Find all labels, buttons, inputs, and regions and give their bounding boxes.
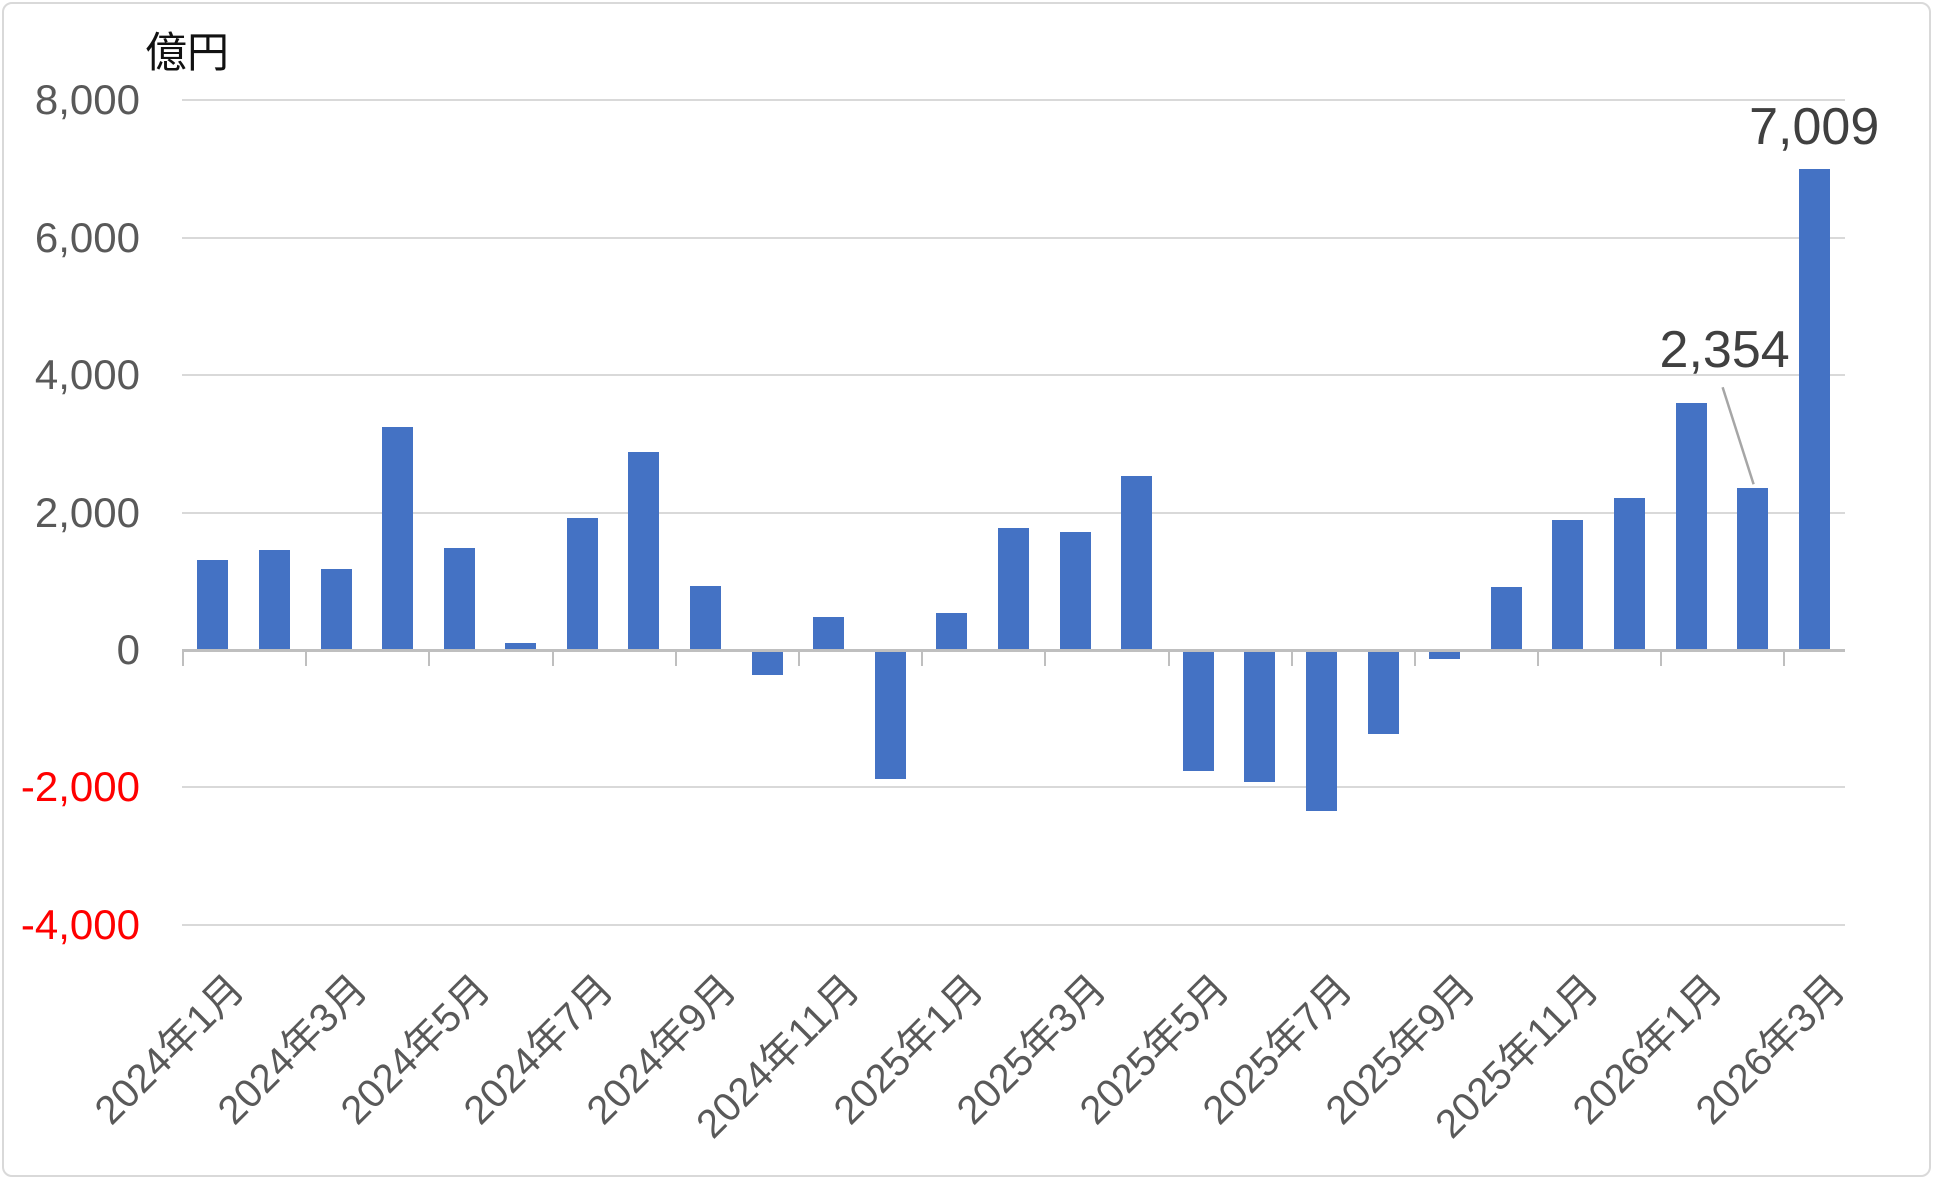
y-axis-unit-label: 億円 <box>145 29 230 76</box>
bar-2025年3月 <box>1059 531 1091 650</box>
y-axis-tick-label: 2,000 <box>34 488 140 536</box>
y-axis-tick-label: 4,000 <box>34 351 140 399</box>
bar-2025年2月 <box>998 527 1029 650</box>
bar-2024年12月 <box>874 651 906 779</box>
x-axis-tick-mark <box>1413 652 1416 666</box>
x-axis-tick-mark <box>674 652 677 666</box>
y-axis-tick-label: -2,000 <box>20 763 140 811</box>
bar-2024年10月 <box>751 651 783 675</box>
x-axis-tick-mark <box>1290 652 1293 666</box>
y-axis-tick-label: 8,000 <box>34 76 140 124</box>
bar-2026年2月 <box>1737 488 1769 650</box>
x-axis-tick-mark <box>1783 652 1786 666</box>
gridline-y--2000 <box>182 786 1845 789</box>
x-axis-tick-mark <box>797 652 800 666</box>
bar-2025年4月 <box>1121 476 1153 650</box>
x-axis-tick-mark <box>1044 652 1047 666</box>
y-axis-tick-label: 0 <box>116 626 140 673</box>
y-axis-tick-label: 6,000 <box>34 213 140 261</box>
bar-2025年12月 <box>1613 498 1645 650</box>
x-axis-tick-mark <box>921 652 924 666</box>
y-axis-tick-label: -4,000 <box>20 900 140 948</box>
bar-2024年9月 <box>690 586 721 650</box>
bar-2024年2月 <box>258 550 290 650</box>
bar-2025年8月 <box>1367 651 1399 735</box>
bar-2024年4月 <box>382 427 414 650</box>
bar-2025年6月 <box>1244 651 1276 783</box>
data-label: 2,354 <box>1659 321 1790 380</box>
x-axis-tick-mark <box>182 652 184 666</box>
x-axis-tick-mark <box>1660 652 1663 666</box>
data-label: 7,009 <box>1749 97 1880 156</box>
bar-2026年1月 <box>1675 403 1707 650</box>
x-axis-tick-mark <box>551 652 554 666</box>
bar-2024年7月 <box>566 518 598 650</box>
gridline-y-4000 <box>182 374 1845 377</box>
gridline-y-8000 <box>182 99 1845 102</box>
bar-2024年8月 <box>628 452 660 650</box>
bar-2025年10月 <box>1490 586 1522 650</box>
x-axis-tick-mark <box>428 652 431 666</box>
gridline-y-6000 <box>182 236 1845 239</box>
bar-2025年1月 <box>936 612 968 650</box>
gridline-y--4000 <box>182 923 1845 926</box>
bar-2024年1月 <box>197 560 229 650</box>
bar-2024年11月 <box>813 617 845 650</box>
bar-2024年6月 <box>505 643 537 650</box>
x-axis-tick-mark <box>1537 652 1539 666</box>
bar-2025年5月 <box>1182 651 1214 772</box>
x-axis-line <box>182 649 1845 652</box>
gridline-y-2000 <box>182 511 1845 514</box>
bar-2025年7月 <box>1306 651 1337 812</box>
bar-2026年3月 <box>1798 168 1830 650</box>
bar-2024年3月 <box>320 568 352 650</box>
bar-2025年11月 <box>1552 519 1584 650</box>
bar-2025年9月 <box>1429 651 1461 659</box>
x-axis-tick-mark <box>305 652 308 666</box>
x-axis-tick-mark <box>1167 652 1170 666</box>
bar-2024年5月 <box>443 548 475 650</box>
